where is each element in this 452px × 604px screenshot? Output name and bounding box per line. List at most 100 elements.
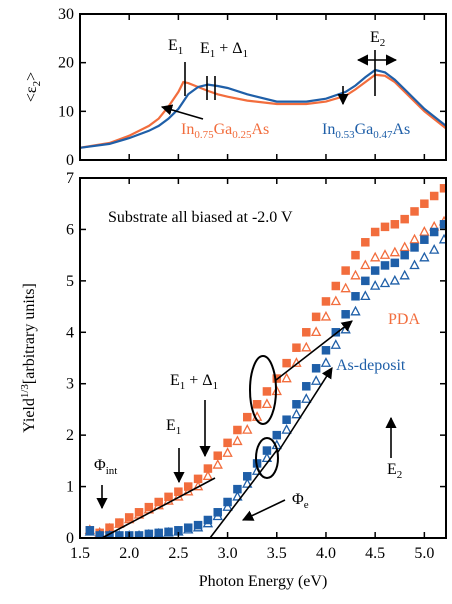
- plot-frame: [79, 13, 447, 161]
- triangle-marker: [310, 326, 322, 337]
- square-marker: [311, 364, 321, 373]
- y-tick-label: 0: [66, 152, 74, 169]
- square-marker: [193, 520, 203, 530]
- triangle-marker: [202, 517, 214, 528]
- triangle-marker: [192, 521, 204, 532]
- script-text: int: [106, 465, 118, 477]
- square-marker: [380, 222, 390, 232]
- x-tick-label: 5.0: [414, 545, 434, 562]
- triangle-marker: [163, 526, 174, 537]
- text-part: [arbitrary units]: [21, 283, 38, 384]
- annotation: E1 + Δ1: [170, 372, 218, 392]
- script-text: 0.25: [232, 129, 252, 141]
- square-marker: [429, 191, 439, 201]
- script-text: 1: [180, 380, 186, 392]
- script-text: 2: [397, 469, 403, 481]
- triangle-marker: [242, 478, 253, 488]
- triangle-marker: [281, 424, 292, 434]
- y-tick-label: 3: [66, 376, 74, 393]
- script-text: 2: [380, 37, 386, 49]
- triangle-marker: [115, 529, 124, 538]
- triangle-marker: [419, 226, 430, 236]
- x-tick-label: 1.5: [70, 545, 90, 562]
- triangle-marker: [153, 527, 164, 538]
- annotation: Substrate all biased at -2.0 V: [108, 209, 293, 226]
- square-marker: [282, 415, 291, 424]
- triangle-marker: [134, 529, 144, 538]
- square-marker: [410, 207, 419, 216]
- triangle-marker: [163, 494, 174, 505]
- y-tick-label: 30: [58, 6, 74, 23]
- triangle-marker: [409, 233, 420, 244]
- text-part: As-deposit: [336, 357, 406, 374]
- square-marker: [390, 220, 400, 229]
- triangle-marker: [369, 251, 381, 262]
- triangle-marker: [242, 424, 253, 434]
- triangle-marker: [144, 528, 154, 538]
- script-text: 0.75: [194, 129, 214, 141]
- triangle-marker: [399, 269, 410, 280]
- square-marker: [302, 382, 311, 391]
- triangle-marker: [183, 523, 194, 534]
- text-part: Ga: [355, 121, 374, 138]
- text-part: E: [170, 372, 180, 389]
- triangle-marker: [340, 282, 351, 293]
- triangle-marker: [389, 274, 401, 285]
- plot-frame: [79, 177, 447, 539]
- text-part: As: [251, 121, 269, 138]
- triangle-marker: [399, 241, 410, 252]
- square-marker: [351, 250, 360, 260]
- y-axis-label: <ε2>: [23, 72, 43, 102]
- square-marker: [439, 220, 446, 229]
- triangle-marker: [330, 339, 341, 349]
- script-text: 1: [176, 425, 182, 437]
- data-line: [80, 68, 446, 149]
- square-marker: [311, 312, 321, 322]
- triangle-marker: [114, 518, 125, 528]
- triangle-marker: [360, 290, 371, 301]
- script-text: 0.53: [335, 129, 355, 141]
- triangle-marker: [409, 259, 420, 270]
- annotation: E1: [166, 417, 181, 437]
- square-marker: [331, 328, 341, 337]
- y-tick-label: 0: [66, 530, 74, 547]
- text-part: As: [392, 121, 410, 138]
- text-part: E: [387, 461, 397, 478]
- text-part: In: [322, 121, 335, 138]
- text-part: In: [181, 121, 194, 138]
- text-part: Substrate all biased at -2.0 V: [108, 209, 293, 226]
- ellipse: [249, 355, 277, 425]
- triangle-marker: [232, 435, 243, 446]
- square-marker: [410, 243, 419, 252]
- triangle-marker: [301, 341, 312, 352]
- script-text: 1: [213, 380, 219, 392]
- triangle-marker: [261, 452, 273, 463]
- triangle-marker: [320, 310, 332, 321]
- script-text: 0.47: [373, 129, 393, 141]
- text-part: E: [168, 37, 178, 54]
- plot-area: [80, 68, 446, 149]
- square-marker: [233, 425, 242, 435]
- ellipse: [255, 437, 279, 479]
- x-tick-label: 2.0: [119, 545, 139, 562]
- triangle-marker: [222, 447, 233, 457]
- annotation-graphics: [96, 50, 398, 539]
- annotation: Φe: [292, 491, 309, 511]
- square-marker: [292, 343, 301, 352]
- square-marker: [331, 281, 341, 291]
- square-marker: [400, 214, 409, 224]
- square-marker: [420, 235, 429, 244]
- script-text: e: [304, 499, 309, 511]
- square-marker: [282, 358, 291, 368]
- triangle-marker: [419, 251, 430, 262]
- text-part: Φ: [292, 491, 304, 508]
- x-tick-label: 2.5: [168, 545, 188, 562]
- y-tick-label: 20: [58, 55, 74, 72]
- triangle-marker: [379, 249, 391, 259]
- x-axis-label: Photon Energy (eV): [199, 573, 328, 590]
- text-part: E: [200, 40, 210, 57]
- square-marker: [420, 199, 429, 208]
- square-marker: [292, 400, 301, 409]
